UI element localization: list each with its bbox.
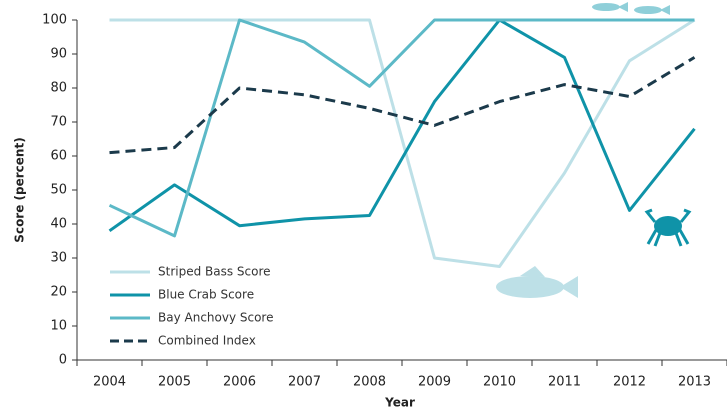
x-axis-title: Year bbox=[384, 396, 415, 410]
y-tick-label: 60 bbox=[50, 149, 67, 164]
series-line bbox=[110, 20, 695, 267]
x-tick-label: 2006 bbox=[223, 375, 256, 390]
fish-icons bbox=[592, 2, 670, 15]
series-line bbox=[110, 20, 695, 236]
y-tick-label: 10 bbox=[50, 319, 67, 334]
y-tick-label: 0 bbox=[59, 353, 67, 368]
y-axis-title: Score (percent) bbox=[13, 137, 27, 242]
x-tick-label: 2010 bbox=[483, 375, 516, 390]
crab-icon bbox=[647, 210, 689, 246]
y-tick-label: 20 bbox=[50, 285, 67, 300]
x-tick-label: 2007 bbox=[288, 375, 321, 390]
y-tick-label: 70 bbox=[50, 115, 67, 130]
legend-label: Combined Index bbox=[158, 334, 256, 348]
y-tick-label: 50 bbox=[50, 183, 67, 198]
x-tick-label: 2004 bbox=[93, 375, 126, 390]
x-tick-label: 2009 bbox=[418, 375, 451, 390]
y-tick-label: 90 bbox=[50, 47, 67, 62]
x-tick-label: 2005 bbox=[158, 375, 191, 390]
x-tick-label: 2013 bbox=[678, 375, 711, 390]
x-tick-label: 2011 bbox=[548, 375, 581, 390]
y-tick-label: 30 bbox=[50, 251, 67, 266]
chart: Score (percent) Year 0 10 20 30 40 50 60 70 80 90… bbox=[0, 0, 727, 410]
y-tick-label: 80 bbox=[50, 81, 67, 96]
legend-label: Striped Bass Score bbox=[158, 265, 271, 279]
x-tick-label: 2008 bbox=[353, 375, 386, 390]
x-tick-label: 2012 bbox=[613, 375, 646, 390]
y-tick-label: 100 bbox=[42, 13, 67, 28]
legend-label: Bay Anchovy Score bbox=[158, 311, 274, 325]
striped-bass-icon bbox=[496, 266, 578, 298]
y-tick-label: 40 bbox=[50, 217, 67, 232]
legend-label: Blue Crab Score bbox=[158, 288, 254, 302]
